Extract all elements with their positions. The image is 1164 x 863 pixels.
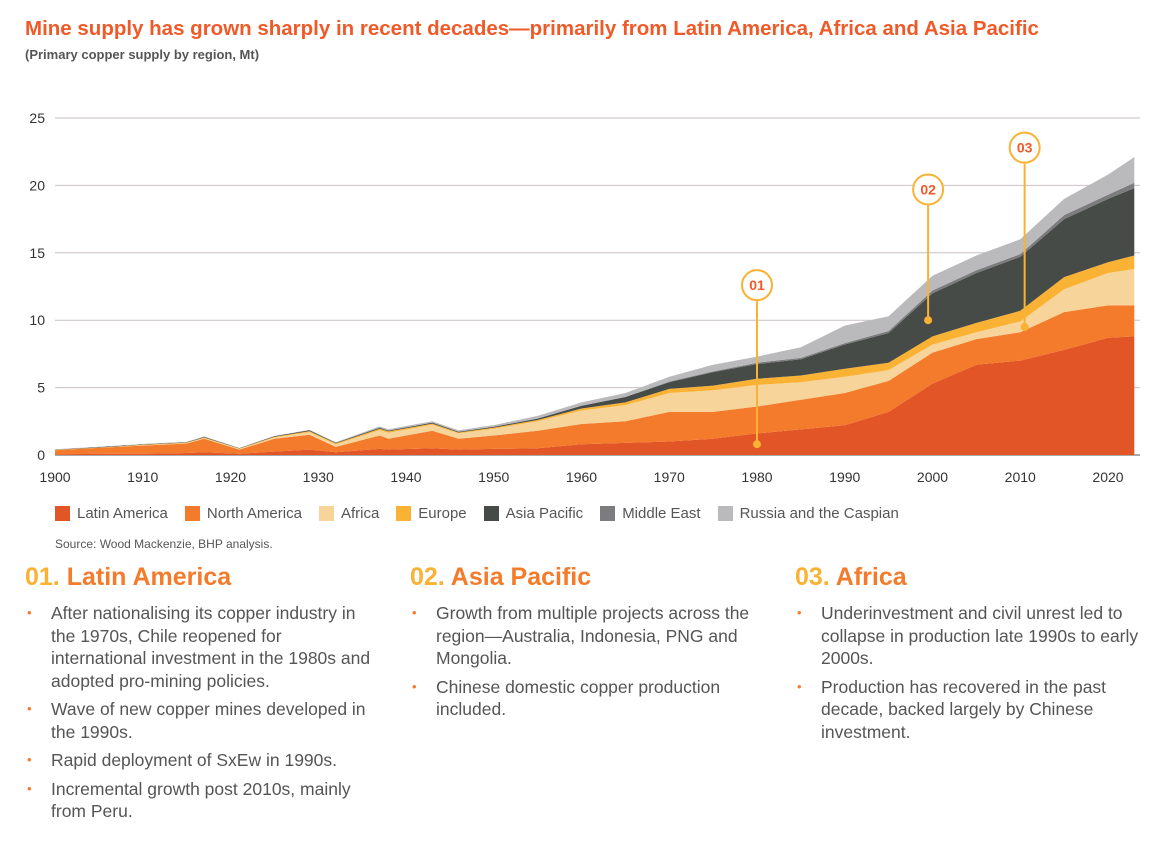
- chart-subtitle: (Primary copper supply by region, Mt): [25, 47, 260, 62]
- x-tick-label: 1960: [566, 469, 597, 485]
- section-heading: 03. Africa: [795, 563, 1145, 592]
- section-name: Latin America: [66, 563, 232, 591]
- section-africa: 03. Africa Underinvestment and civil unr…: [795, 563, 1145, 749]
- legend-item: Europe: [396, 505, 467, 522]
- legend-swatch: [55, 506, 70, 521]
- annotation-label: 02: [920, 181, 936, 197]
- bullet: Production has recovered in the past dec…: [795, 676, 1145, 744]
- bullet: Wave of new copper mines developed in th…: [25, 698, 375, 743]
- legend-swatch: [600, 506, 616, 521]
- annotation-marker: [912, 173, 945, 206]
- legend-item: North America: [184, 505, 302, 522]
- x-tick-label: 1930: [303, 469, 334, 485]
- annotation-dot: [924, 316, 933, 325]
- bullet: Chinese domestic copper production inclu…: [410, 676, 760, 721]
- y-tick-label: 10: [29, 312, 45, 328]
- bullet: Underinvestment and civil unrest led to …: [795, 602, 1145, 670]
- x-tick-label: 1950: [478, 469, 509, 485]
- x-tick-label: 1910: [127, 469, 158, 485]
- area-asia-pacific: [55, 188, 1135, 450]
- legend-label: Asia Pacific: [505, 505, 584, 522]
- y-tick-label: 25: [29, 110, 45, 126]
- annotation-marker: [1008, 131, 1041, 164]
- annotation-dot: [753, 440, 761, 449]
- section-name: Africa: [835, 563, 907, 591]
- area-africa: [55, 269, 1135, 451]
- annotation-marker: [741, 269, 773, 302]
- x-tick-label: 2020: [1092, 469, 1123, 485]
- legend-label: Europe: [418, 505, 467, 522]
- bullet: Incremental growth post 2010s, mainly fr…: [25, 778, 375, 823]
- legend-swatch: [184, 506, 200, 521]
- legend-swatch: [483, 506, 499, 521]
- bullet: Rapid deployment of SxEw in 1990s.: [25, 749, 375, 772]
- x-tick-label: 1920: [215, 469, 246, 485]
- x-tick-label: 1900: [39, 469, 70, 485]
- bullet: Growth from multiple projects across the…: [410, 602, 760, 670]
- legend-item: Latin America: [55, 505, 168, 522]
- legend-swatch: [396, 506, 412, 521]
- legend-label: Africa: [340, 505, 380, 522]
- y-tick-label: 15: [29, 245, 45, 261]
- section-heading: 01. Latin America: [25, 563, 375, 592]
- y-tick-label: 20: [29, 177, 45, 193]
- legend-swatch: [318, 506, 334, 521]
- section-number: 01.: [25, 563, 60, 591]
- legend: Latin America North America Africa Europe As…: [55, 505, 916, 522]
- section-name: Asia Pacific: [450, 563, 592, 591]
- stacked-area-chart: 0 5 10 15 20 25 1900 1910 1920 1930 1940 1950 1960 19…: [29, 110, 1140, 485]
- bullet: After nationalising its copper industry …: [25, 602, 375, 692]
- legend-label: Latin America: [77, 505, 168, 522]
- x-tick-label: 1970: [654, 469, 685, 485]
- legend-label: Middle East: [622, 505, 701, 522]
- annotation-dot: [1020, 322, 1029, 331]
- legend-item: Africa: [318, 505, 380, 522]
- x-tick-label: 2010: [1005, 469, 1036, 485]
- source-note: Source: Wood Mackenzie, BHP analysis.: [55, 537, 273, 551]
- x-tick-label: 1980: [741, 469, 772, 485]
- legend-item: Russia and the Caspian: [717, 505, 899, 522]
- x-tick-label: 2000: [917, 469, 948, 485]
- legend-label: North America: [206, 505, 302, 522]
- area-russia-and-the-caspian: [55, 157, 1135, 450]
- legend-item: Middle East: [600, 505, 701, 522]
- legend-label: Russia and the Caspian: [739, 505, 899, 522]
- area-latin-america: [55, 336, 1135, 455]
- section-asia-pacific: 02. Asia Pacific Growth from multiple pr…: [410, 563, 760, 727]
- y-tick-label: 5: [37, 380, 45, 396]
- legend-swatch: [717, 506, 733, 521]
- y-tick-label: 0: [37, 447, 45, 463]
- area-north-america: [55, 305, 1135, 455]
- annotation-label: 03: [1017, 140, 1033, 156]
- legend-item: Asia Pacific: [483, 505, 584, 522]
- section-heading: 02. Asia Pacific: [410, 563, 760, 592]
- section-number: 03.: [795, 563, 830, 591]
- x-tick-label: 1940: [390, 469, 421, 485]
- section-latin-america: 01. Latin America After nationalising it…: [25, 563, 375, 829]
- x-tick-label: 1990: [829, 469, 860, 485]
- section-number: 02.: [410, 563, 445, 591]
- chart-title: Mine supply has grown sharply in recent …: [25, 17, 1039, 40]
- annotation-label: 01: [749, 277, 765, 293]
